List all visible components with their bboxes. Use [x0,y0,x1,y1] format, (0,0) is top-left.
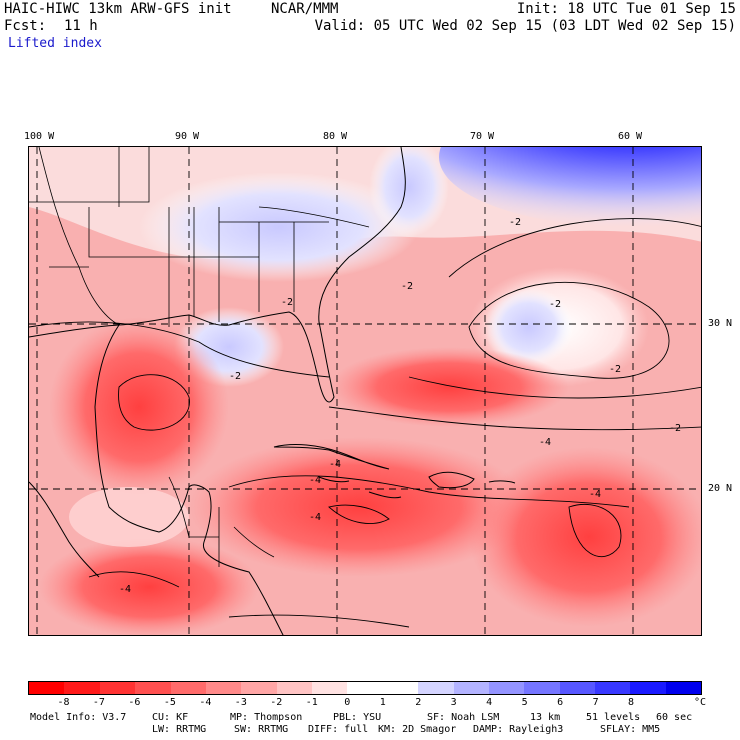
graticule [29,147,701,635]
colorbar-tick-label: 6 [557,697,564,708]
pacific-unstable-region [39,537,259,635]
contour-label-group: -2 -2 -2 -2 -2 -2 -2 -4 -4 -4 -4 -4 -4 [119,217,681,595]
atlantic-stable-core [484,287,574,367]
colorbar-swatch [630,682,666,694]
contour-label: -2 [549,299,561,310]
model-title: HAIC-HIWC 13km ARW-GFS init [4,1,232,17]
mexico-plateau-pale-region [69,487,189,547]
colorbar-tick-label: 5 [521,697,528,708]
colorbar-swatch [205,682,242,694]
lon-label-60w: 60 W [618,131,643,142]
colorbar-tick-label: 4 [486,697,493,708]
contour-lines [29,218,701,628]
northeast-stable-blue-region [439,147,701,227]
colorbar-swatch [382,682,419,694]
colorbar-swatch [29,682,65,694]
colorbar-tick-label: 0 [344,697,351,708]
colorbar-tick-label: -3 [234,697,247,708]
agency-label: NCAR/MMM [271,1,339,17]
contour-label: -2 [229,371,241,382]
eastern-caribbean-unstable-region [469,447,701,627]
colorbar-tick-label: -6 [128,697,141,708]
contour-label: -2 [669,423,681,434]
lon-label-100w: 100 W [24,131,55,142]
colorbar-swatch [665,682,702,694]
map-canvas: -2 -2 -2 -2 -2 -2 -2 -4 -4 -4 -4 -4 -4 [29,147,701,635]
colorbar-unit: °C [693,697,707,708]
colorbar-swatch [64,682,100,694]
contour-label: -4 [329,459,341,470]
lifted-index-map: -2 -2 -2 -2 -2 -2 -2 -4 -4 -4 -4 -4 -4 [28,146,702,636]
model-info-timestep: 60 sec [656,712,693,723]
colorbar-tick-label: -2 [270,697,283,708]
contour-label: -2 [509,217,521,228]
init-time: Init: 18 UTC Tue 01 Sep 15 [516,1,736,17]
contour-label: -2 [401,281,413,292]
valid-time: Valid: 05 UTC Wed 02 Sep 15 (03 LDT Wed … [314,18,736,34]
contour-label: -2 [609,364,621,375]
colorbar-swatch [99,682,136,694]
colorbar-swatch [595,682,631,694]
colorbar-swatch [170,682,206,694]
model-info-km: KM: 2D Smagor [378,724,457,735]
model-info-levels: 51 levels [586,712,641,723]
colorbar-tick-label: 1 [379,697,386,708]
contour-label: -4 [589,489,601,500]
colorbar-swatch [488,682,525,694]
field-name: Lifted index [8,36,102,51]
mid-atlantic-stable-region [369,147,449,237]
forecast-label: Fcst: [4,18,47,34]
colorbar-swatch [276,682,312,694]
colorbar-tick-label: -5 [163,697,176,708]
model-info-pbl: PBL: YSU [333,712,382,723]
model-info-sw: SW: RRTMG [234,724,289,735]
contour-label: -4 [309,475,321,486]
model-info-damp: DAMP: Rayleigh3 [473,724,564,735]
caribbean-unstable-region [189,437,529,577]
forecast-hour: 11 h [64,18,98,34]
bahamas-unstable-region [329,347,569,427]
colorbar-swatch [559,682,595,694]
contour-label: -2 [281,297,293,308]
colorbar-swatch [347,682,383,694]
colorbar-tick-label: -4 [199,697,212,708]
model-info-mp: MP: Thompson [230,712,303,723]
lat-label-30n: 30 N [708,318,733,329]
contour-label: -4 [119,584,131,595]
political-borders [29,147,370,567]
colorbar-tick-label: -1 [305,697,318,708]
model-info-lw: LW: RRTMG [152,724,207,735]
coastlines [29,147,516,635]
contour-label: -4 [309,512,321,523]
model-info-cu: CU: KF [152,712,189,723]
colorbar-swatch [312,682,348,694]
colorbar-tick-label: 2 [415,697,422,708]
western-gulf-unstable-region [49,317,229,497]
model-info-diff: DIFF: full [308,724,369,735]
model-info-sflay: SFLAY: MM5 [600,724,661,735]
colorbar [28,681,702,695]
colorbar-swatch [135,682,171,694]
colorbar-tick-label: -7 [92,697,105,708]
colorbar-swatch [241,682,277,694]
colorbar-tick-label: 8 [628,697,635,708]
model-info-resolution: 13 km [530,712,561,723]
lon-label-70w: 70 W [470,131,495,142]
colorbar-tick-label: -8 [57,697,70,708]
colorbar-tick-label: 7 [592,697,599,708]
southeast-us-stable-region [139,172,419,282]
lon-label-90w: 90 W [175,131,200,142]
lat-label-20n: 20 N [708,483,733,494]
colorbar-swatch [418,682,454,694]
lon-label-80w: 80 W [323,131,348,142]
colorbar-swatch [453,682,489,694]
colorbar-swatch [524,682,560,694]
model-info-sf: SF: Noah LSM [427,712,500,723]
model-info-version: Model Info: V3.7 [30,712,127,723]
colorbar-tick-label: 3 [450,697,457,708]
contour-label: -4 [539,437,551,448]
